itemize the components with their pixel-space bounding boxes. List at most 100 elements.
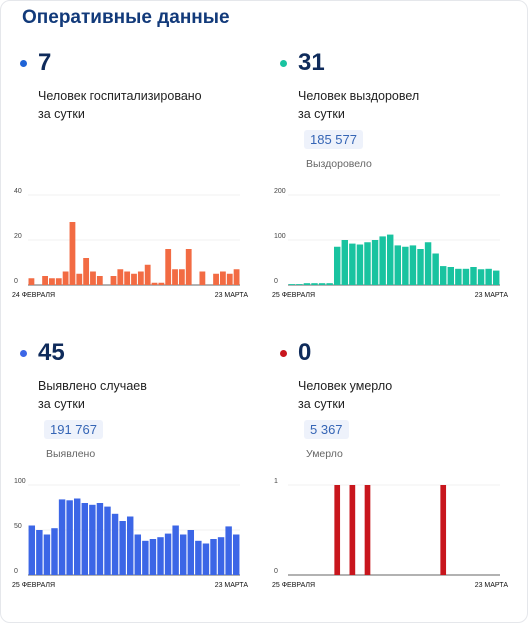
bar [364,242,371,285]
recovered-chart: 200 100 0 25 ФЕВРАЛЯ 23 МАРТА [270,185,520,305]
panel-cases: 45 Выявлено случаев за сутки 191 767 Выя… [10,330,260,630]
deaths-description: Человек умерло за сутки [298,377,392,413]
recovered-chart-svg: 200 100 0 25 ФЕВРАЛЯ 23 МАРТА [272,188,509,299]
bar [311,283,318,285]
bar [172,525,179,575]
bar [195,540,202,575]
bar [96,276,103,285]
bar [462,268,470,285]
bar [334,485,341,575]
bar [187,530,195,575]
bar [111,513,119,575]
bar [455,268,462,285]
bullet-icon [20,350,27,357]
y-tick-label: 20 [14,233,22,240]
cases-chart: 100 50 0 25 ФЕВРАЛЯ 23 МАРТА [10,475,260,595]
deaths-total: 5 367 [304,420,349,439]
x-start-label: 24 ФЕВРАЛЯ [12,292,55,299]
bar [470,267,477,285]
y-tick-label: 0 [274,278,278,285]
deaths-total-label: Умерло [306,448,343,460]
bar [51,528,58,575]
bar [303,283,311,285]
bar [179,534,187,575]
bar [165,249,172,285]
bar [142,540,149,575]
bar [36,530,43,575]
bar [149,539,157,575]
bar [402,246,409,285]
y-tick-label: 50 [14,523,22,530]
y-tick-label: 0 [14,278,18,285]
panel-hospitalized: 7 Человек госпитализировано за сутки 40 2… [10,40,260,340]
y-tick-label: 0 [14,568,18,575]
panel-recovered: 31 Человек выздоровел за сутки 185 577 В… [270,40,520,340]
y-tick-label: 0 [274,568,278,575]
description-line-1: Человек госпитализировано [38,89,202,103]
bar [386,234,394,285]
bar [137,271,144,285]
bar [83,258,90,285]
cases-description: Выявлено случаев за сутки [38,377,147,413]
x-start-label: 25 ФЕВРАЛЯ [272,582,315,589]
description-line-1: Человек выздоровел [298,89,420,103]
bar [356,244,364,285]
bar [144,264,151,285]
bar [76,273,83,285]
bar [157,537,164,575]
bar [349,485,356,575]
bar [66,500,73,575]
description-line-1: Человек умерло [298,379,393,393]
bar [296,284,303,285]
y-tick-label: 40 [14,188,22,195]
recovered-count: 31 [298,49,325,76]
description-line-2: за сутки [38,397,85,411]
bar [225,526,232,575]
bar [81,503,89,575]
y-tick-label: 100 [274,233,286,240]
bullet-icon [280,350,287,357]
bar [158,282,165,285]
bar [371,240,379,285]
bar [219,271,226,285]
panel-deaths: 0 Человек умерло за сутки 5 367 Умерло 1… [270,330,520,630]
bar [55,278,62,285]
x-end-label: 23 МАРТА [215,582,249,589]
deaths-chart-svg: 1 0 25 ФЕВРАЛЯ 23 МАРТА [272,478,509,589]
bar [288,284,296,285]
bar [217,537,225,575]
bar [424,242,432,285]
bar [326,283,333,285]
bar [28,525,36,575]
bullet-icon [280,60,287,67]
bar [69,222,76,285]
bar [477,269,485,285]
bar [202,543,210,575]
x-end-label: 23 МАРТА [475,582,509,589]
bar [210,539,217,575]
bar [117,269,124,285]
bar [151,282,158,285]
x-start-label: 25 ФЕВРАЛЯ [12,582,55,589]
bar [432,253,439,285]
bar [417,249,424,285]
bar [232,534,240,575]
bar [62,271,69,285]
bar [485,268,492,285]
bar [134,534,142,575]
cases-total-label: Выявлено [46,448,96,460]
bar [178,269,185,285]
hospitalized-chart: 40 20 0 24 ФЕВРАЛЯ 23 МАРТА [10,185,260,305]
cases-total: 191 767 [44,420,103,439]
bar [58,499,66,575]
bar [96,503,104,575]
y-tick-label: 100 [14,478,26,485]
bar [90,271,96,285]
x-end-label: 23 МАРТА [475,292,509,299]
description-line-2: за сутки [38,107,85,121]
bar [42,276,49,285]
y-tick-label: 200 [274,188,286,195]
hospitalized-count: 7 [38,49,52,76]
cases-chart-svg: 100 50 0 25 ФЕВРАЛЯ 23 МАРТА [12,478,249,589]
recovered-total: 185 577 [304,130,363,149]
